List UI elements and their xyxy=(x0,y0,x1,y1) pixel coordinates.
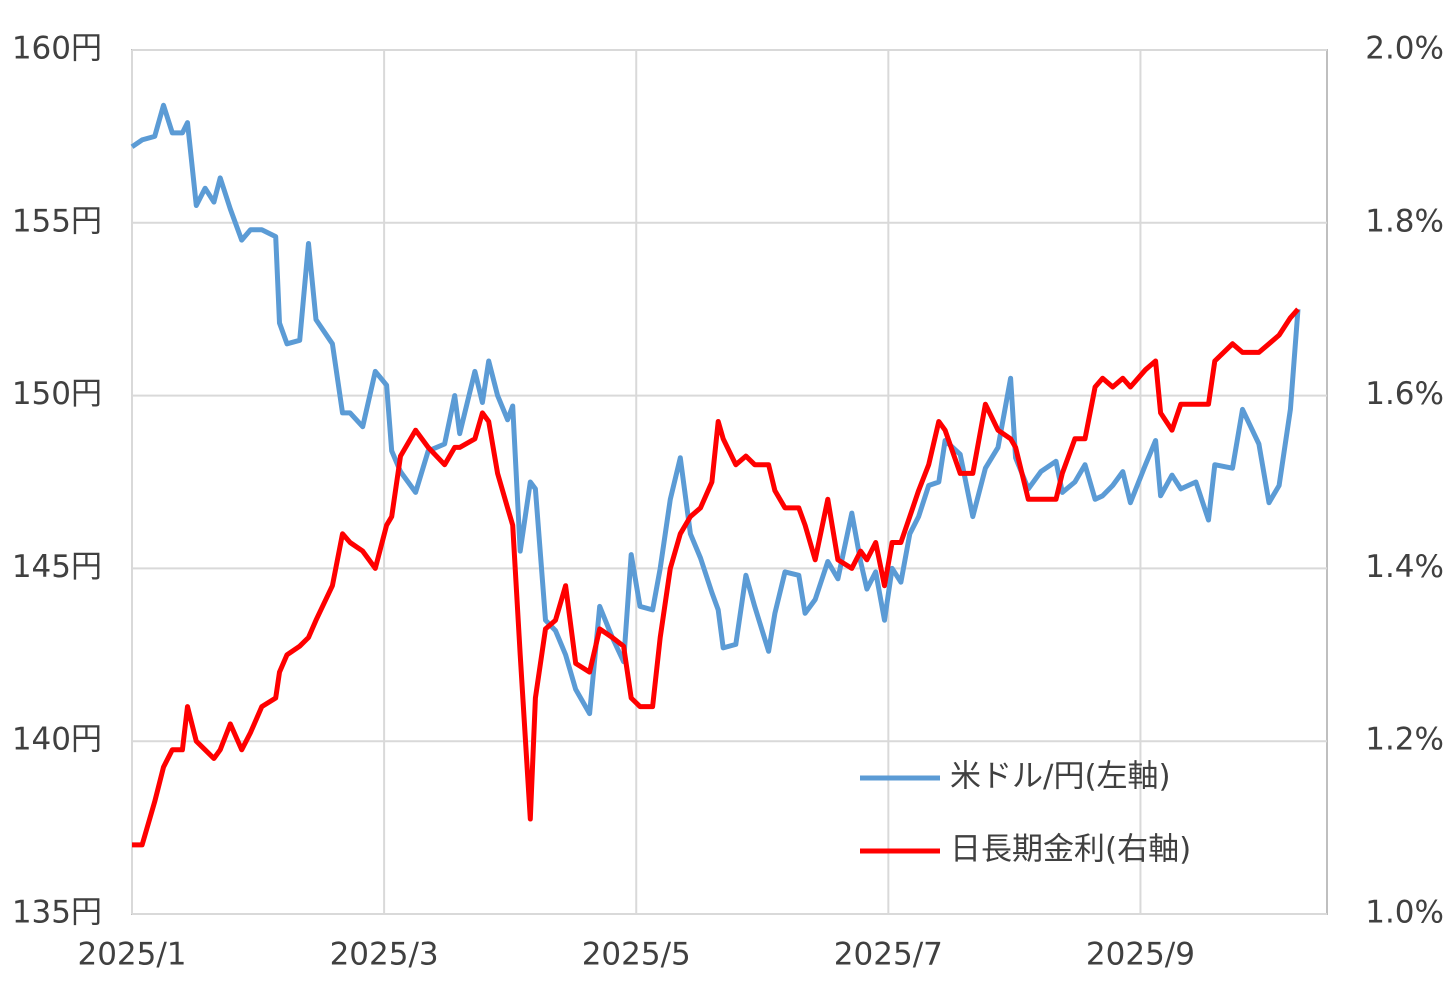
series-line xyxy=(132,307,1300,848)
y2-tick-label: 1.0% xyxy=(1365,895,1444,931)
x-tick-label: 2025/9 xyxy=(1086,937,1195,973)
series-line xyxy=(130,102,1301,717)
y-tick-label: 155円 xyxy=(12,203,102,239)
y2-tick-label: 2.0% xyxy=(1365,31,1444,67)
x-tick-label: 2025/5 xyxy=(582,937,691,973)
y2-tick-label: 1.4% xyxy=(1365,549,1444,585)
y-tick-label: 145円 xyxy=(12,549,102,585)
y2-tick-label: 1.2% xyxy=(1365,722,1444,758)
x-tick-label: 2025/7 xyxy=(834,937,943,973)
legend-label: 米ドル/円(左軸) xyxy=(950,759,1171,795)
x-tick-label: 2025/3 xyxy=(330,937,439,973)
y-tick-label: 140円 xyxy=(12,722,102,758)
y-tick-label: 160円 xyxy=(12,31,102,67)
legend-label: 日長期金利(右軸) xyxy=(950,832,1191,868)
y-tick-label: 150円 xyxy=(12,376,102,412)
y2-tick-label: 1.8% xyxy=(1365,203,1444,239)
y2-tick-label: 1.6% xyxy=(1365,376,1444,412)
x-tick-label: 2025/1 xyxy=(77,937,186,973)
y-tick-label: 135円 xyxy=(12,895,102,931)
